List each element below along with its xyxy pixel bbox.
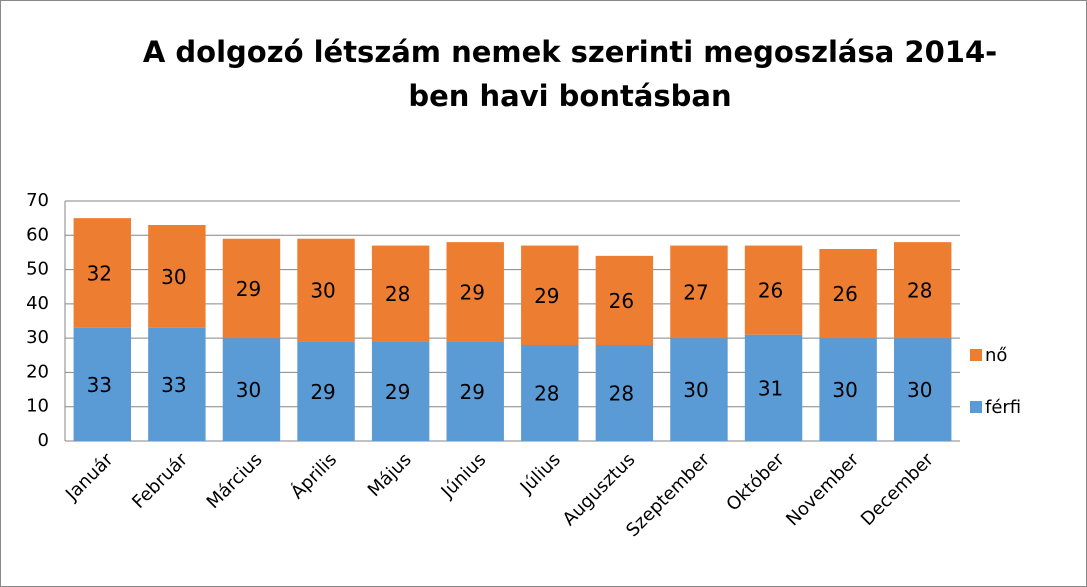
legend-label: férfi xyxy=(985,397,1021,418)
bar-segment xyxy=(595,255,654,345)
bar-segment xyxy=(670,245,728,339)
bar-segment xyxy=(744,245,803,335)
bar-segment xyxy=(819,338,877,441)
bar-segment xyxy=(670,338,728,441)
y-tick-label: 30 xyxy=(26,327,49,348)
data-label: 30 xyxy=(161,265,186,289)
bar-segment xyxy=(744,334,803,441)
data-label: 29 xyxy=(459,280,484,304)
legend-swatch xyxy=(970,349,982,361)
legend-swatch xyxy=(970,401,982,413)
data-label: 29 xyxy=(534,284,559,308)
data-label: 28 xyxy=(907,279,932,303)
x-tick-label: Július xyxy=(516,449,565,498)
bar-segment xyxy=(371,341,430,441)
data-label: 26 xyxy=(609,289,634,313)
legend-label: nő xyxy=(985,345,1007,366)
bar-segment xyxy=(73,327,132,441)
data-label: 26 xyxy=(758,279,783,303)
data-label: 26 xyxy=(832,282,857,306)
bar-segment xyxy=(446,242,504,342)
bar-segment xyxy=(893,242,952,339)
x-tick-label: Május xyxy=(364,449,416,501)
x-tick-label: Augusztus xyxy=(559,449,640,530)
x-tick-label: November xyxy=(782,449,863,530)
data-label: 30 xyxy=(907,378,932,402)
bar-segment xyxy=(446,341,504,441)
bar-segment xyxy=(297,341,355,441)
x-tick-label: Június xyxy=(437,449,491,503)
data-label: 33 xyxy=(87,373,112,397)
data-label: 31 xyxy=(758,376,783,400)
bar-segment xyxy=(222,238,281,339)
data-label: 28 xyxy=(534,382,559,406)
data-label: 33 xyxy=(161,373,186,397)
y-tick-label: 10 xyxy=(26,396,49,417)
x-tick-label: Február xyxy=(128,449,192,513)
data-label: 29 xyxy=(385,380,410,404)
x-tick-label: Április xyxy=(286,449,341,504)
bar-segment xyxy=(595,345,654,441)
bar-segment xyxy=(148,327,206,441)
bar-segment xyxy=(521,345,579,441)
x-tick-label: Január xyxy=(61,449,118,506)
data-label: 28 xyxy=(385,282,410,306)
y-tick-label: 50 xyxy=(26,259,49,280)
data-label: 30 xyxy=(236,378,261,402)
x-tick-label: Október xyxy=(722,449,789,516)
bar-segment xyxy=(521,245,579,345)
bar-segment xyxy=(222,338,281,441)
data-label: 29 xyxy=(459,380,484,404)
data-label: 29 xyxy=(310,380,335,404)
bar-segment xyxy=(148,225,206,328)
bar-segment xyxy=(819,249,877,339)
x-tick-label: Március xyxy=(203,449,267,513)
y-tick-label: 20 xyxy=(26,361,49,382)
data-label: 30 xyxy=(683,378,708,402)
y-tick-label: 60 xyxy=(26,224,49,245)
y-tick-label: 0 xyxy=(38,430,49,451)
x-tick-label: December xyxy=(857,449,938,530)
bar-segment xyxy=(73,218,132,328)
y-tick-label: 70 xyxy=(26,190,49,211)
chart-title: A dolgozó létszám nemek szerinti megoszl… xyxy=(142,35,998,113)
data-label: 28 xyxy=(609,382,634,406)
data-label: 27 xyxy=(683,280,708,304)
data-label: 30 xyxy=(832,378,857,402)
bar-segment xyxy=(893,338,952,441)
data-label: 30 xyxy=(310,279,335,303)
bar-segment xyxy=(371,245,430,342)
data-label: 32 xyxy=(87,262,112,286)
y-tick-label: 40 xyxy=(26,293,49,314)
data-label: 29 xyxy=(236,277,261,301)
bar-segment xyxy=(297,238,355,342)
